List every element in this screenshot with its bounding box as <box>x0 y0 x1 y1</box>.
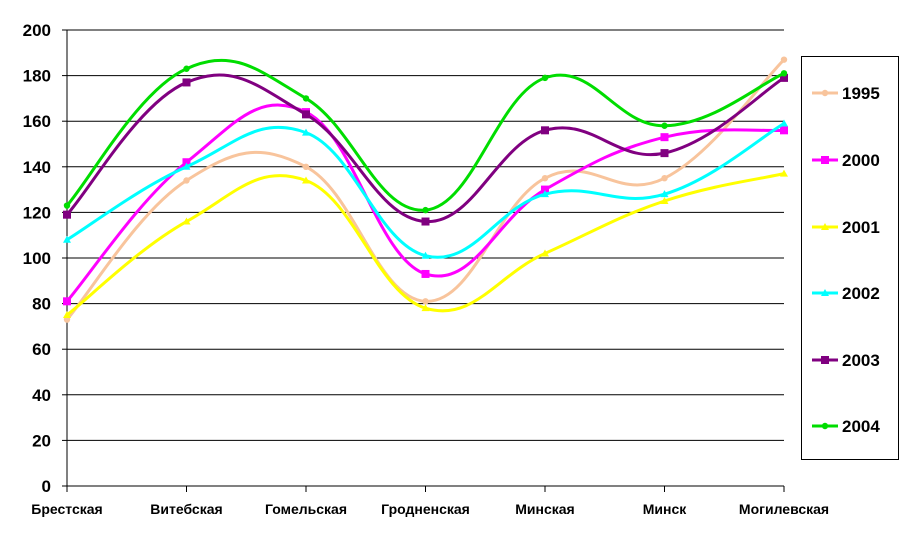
y-tick-labels: 0 20 40 60 80 100 120 140 160 180 200 <box>23 21 51 496</box>
data-point <box>821 156 829 164</box>
data-point <box>182 158 191 167</box>
data-point <box>660 190 669 198</box>
y-tick-label: 80 <box>32 295 51 314</box>
legend-swatch <box>812 356 838 364</box>
x-tick-label: Минская <box>515 501 574 517</box>
data-point <box>541 74 549 82</box>
series-2001 <box>63 169 788 318</box>
data-point <box>821 223 829 230</box>
x-tick-label: Гродненская <box>381 501 470 517</box>
data-point <box>63 235 71 243</box>
series-2000 <box>63 103 788 306</box>
legend-label: 2004 <box>842 417 880 436</box>
data-point <box>541 190 549 198</box>
data-point <box>660 133 669 142</box>
legend-label: 1995 <box>842 84 880 103</box>
data-point <box>780 169 788 177</box>
data-point <box>183 177 190 184</box>
data-point <box>780 70 788 77</box>
data-point <box>63 202 71 209</box>
data-point <box>302 128 310 136</box>
x-tick-label: Брестская <box>31 501 102 517</box>
y-tick-label: 200 <box>23 21 51 40</box>
data-point <box>821 289 829 296</box>
data-point <box>821 422 829 430</box>
data-point <box>421 251 430 259</box>
series-line <box>65 172 786 317</box>
data-point <box>421 217 430 226</box>
x-tick-label: Могилевская <box>739 501 829 517</box>
series-1995 <box>63 56 788 323</box>
legend-item: 2000 <box>802 148 900 172</box>
data-point <box>63 210 71 219</box>
data-point <box>302 163 310 170</box>
data-point <box>780 56 788 63</box>
x-tick-label: Витебская <box>150 501 222 517</box>
gridlines <box>67 29 784 441</box>
legend-label: 2003 <box>842 351 880 370</box>
data-point <box>421 269 430 278</box>
x-tick-labels: Брестская Витебская Гомельская Гродненская М… <box>31 501 829 517</box>
y-tick-label: 160 <box>23 112 51 131</box>
series-lines <box>63 56 788 323</box>
y-tick-label: 100 <box>23 249 51 268</box>
legend-label: 2002 <box>842 284 880 303</box>
data-point <box>63 311 71 318</box>
data-point <box>661 175 668 182</box>
data-point <box>302 95 310 102</box>
data-point <box>780 73 788 82</box>
legend-swatch <box>812 89 838 97</box>
legend: 1995 2000 2001 2002 2003 2004 <box>801 56 899 460</box>
data-point <box>182 217 191 225</box>
y-tick-label: 20 <box>32 431 51 450</box>
legend-label: 2001 <box>842 218 880 237</box>
y-tick-label: 180 <box>23 67 51 86</box>
legend-item: 2001 <box>802 215 900 239</box>
data-point <box>660 197 669 204</box>
legend-swatch <box>812 156 838 164</box>
data-point <box>421 304 430 312</box>
data-point <box>661 122 668 129</box>
data-point <box>541 185 549 194</box>
data-point <box>541 249 549 257</box>
x-tick-label: Гомельская <box>265 501 347 517</box>
legend-item: 2002 <box>802 281 900 305</box>
legend-swatch <box>812 289 838 296</box>
data-point <box>182 162 191 170</box>
data-point <box>780 119 788 127</box>
legend-item: 2004 <box>802 414 900 438</box>
series-2003 <box>63 73 788 226</box>
y-tick-label: 140 <box>23 158 51 177</box>
series-2002 <box>63 119 788 259</box>
x-tick-label: Минск <box>643 501 688 517</box>
data-point <box>422 298 429 305</box>
data-point <box>182 78 191 87</box>
y-tick-label: 60 <box>32 340 51 359</box>
data-point <box>780 126 788 135</box>
data-point <box>63 297 71 306</box>
legend-swatch <box>812 422 838 430</box>
data-point <box>302 176 310 184</box>
y-tick-label: 0 <box>42 477 51 496</box>
data-point <box>422 206 429 214</box>
y-tick-label: 40 <box>32 386 51 405</box>
data-point <box>821 89 829 97</box>
legend-item: 2003 <box>802 348 900 372</box>
series-line <box>65 73 786 224</box>
axes <box>62 29 785 492</box>
series-2004 <box>63 58 788 214</box>
legend-label: 2000 <box>842 151 880 170</box>
data-point <box>541 126 549 135</box>
data-point <box>183 65 190 72</box>
legend-item: 1995 <box>802 81 900 105</box>
legend-swatch <box>812 223 838 230</box>
y-tick-label: 120 <box>23 203 51 222</box>
data-point <box>660 149 669 158</box>
data-point <box>821 356 829 364</box>
data-point <box>302 110 310 119</box>
data-point <box>541 175 549 182</box>
